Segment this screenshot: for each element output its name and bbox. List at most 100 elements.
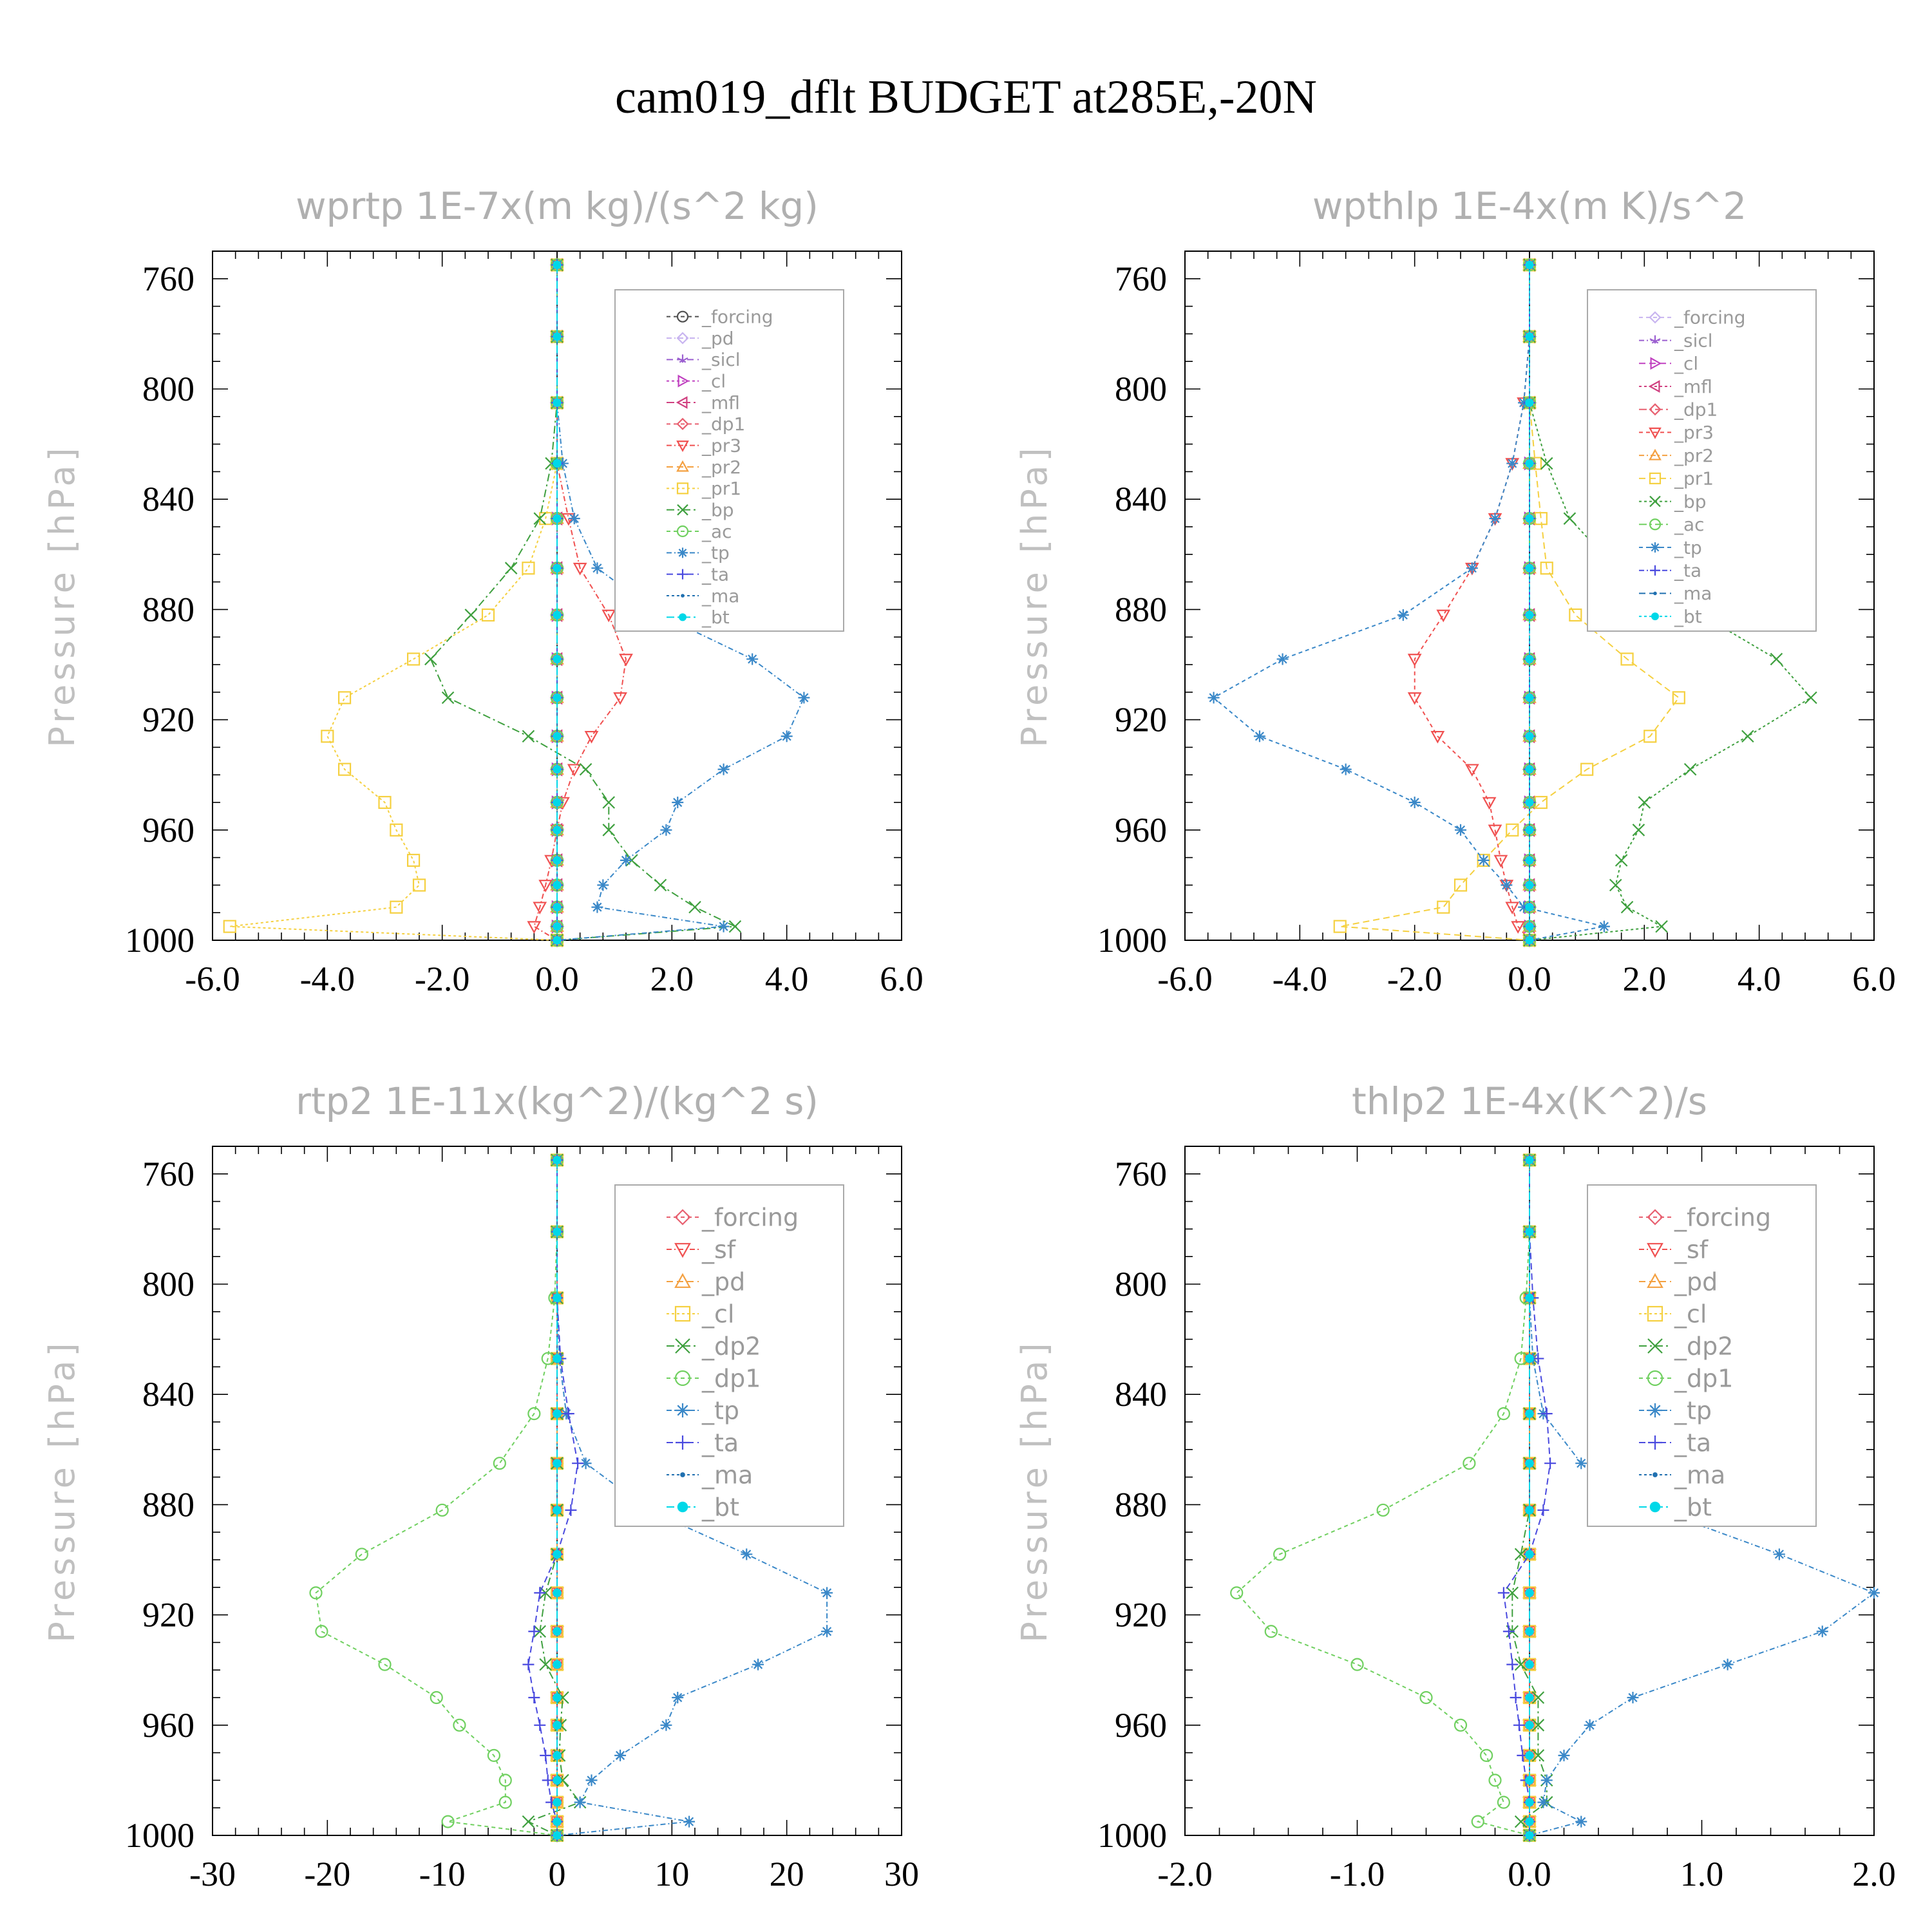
data-point [553,798,562,807]
data-point [553,1459,562,1468]
data-point [1408,797,1421,808]
data-point [522,562,535,575]
data-point [1514,1815,1528,1828]
data-point [553,514,562,523]
data-point [602,796,616,809]
data-point [1532,1352,1544,1365]
y-tick-label: 880 [142,1485,194,1524]
series-bt [553,1155,562,1840]
legend-label: _ma [701,1461,753,1489]
legend-label: _bp [701,499,734,520]
series-dp2 [522,1153,587,1842]
data-point [553,459,562,468]
legend-marker [677,569,688,580]
data-point [660,1719,672,1731]
data-point [580,1457,592,1470]
legend-label: _forcing [701,1203,799,1231]
data-point [553,332,562,341]
x-tick-label: -2.0 [1387,960,1442,998]
data-point [1770,652,1783,666]
data-point [553,693,562,703]
data-point [1525,1506,1534,1515]
legend-label: _dp1 [701,413,745,435]
data-point [1563,512,1577,525]
x-tick-label: -1.0 [1330,1855,1385,1893]
legend-marker [1649,518,1662,531]
data-point [1489,513,1501,525]
data-point [1510,1692,1522,1703]
data-point [1493,855,1508,868]
data-point [522,1815,535,1828]
data-point [553,1354,562,1363]
data-point [1525,654,1534,664]
legend-marker [676,1435,690,1450]
data-point [1480,1748,1493,1762]
data-point [441,691,455,705]
legend-marker [1649,403,1662,416]
data-point [1525,902,1534,912]
data-point [660,824,672,836]
legend-marker [1649,335,1661,344]
data-point [1525,1660,1534,1669]
data-point [1868,1587,1880,1599]
legend-label: _cl [701,370,726,392]
legend-marker [1649,472,1662,484]
data-point [1620,900,1634,914]
legend-label: _cl [1674,353,1698,374]
legend-label: _dp1 [701,1364,761,1392]
data-point [1537,1796,1549,1808]
data-point [1627,1692,1639,1703]
data-point [1501,879,1513,891]
series-pr1 [223,258,564,947]
data-point [1525,693,1534,703]
legend-label: _tp [701,542,730,564]
legend-label: _forcing [1674,1203,1771,1231]
data-point [1672,691,1685,705]
data-point [1721,1658,1734,1671]
data-point [553,1751,562,1760]
legend: _forcing _sf _pd _cl _dp2 _dp1 _tp _ta _ma _bt [1587,1184,1817,1527]
data-point [1514,1548,1528,1561]
legend-marker [676,310,689,323]
legend-label: _dp2 [1674,1332,1733,1360]
data-point [1575,1457,1587,1470]
data-point [574,1796,586,1808]
data-point [1502,1625,1515,1638]
legend-label: _tp [1674,1396,1712,1425]
x-tick-label: 0.0 [1508,1855,1551,1893]
data-point [528,1692,540,1703]
data-point [498,1795,512,1809]
data-point [565,1504,577,1516]
data-point [1525,1831,1534,1840]
data-point [1525,1751,1534,1760]
x-tick-label: 0.0 [535,960,579,998]
legend-marker [1649,311,1662,324]
series-dp1 [1230,1153,1537,1842]
data-point [1525,1293,1534,1303]
data-point [1525,1588,1534,1598]
legend-marker [677,547,688,558]
data-point [567,764,582,777]
x-tick-label: 0.0 [1508,960,1551,998]
series-line [556,1160,828,1836]
data-point [1525,514,1534,523]
legend-label: _ma [1674,1461,1725,1489]
data-point [1525,922,1534,931]
data-point [435,1503,449,1517]
data-point [1471,1815,1484,1828]
y-tick-label: 920 [1115,701,1167,739]
data-point [540,1749,552,1761]
y-tick-label: 960 [142,1706,194,1745]
data-point [1230,1586,1244,1600]
data-point [591,901,603,913]
data-point [717,920,730,933]
data-point [1580,762,1594,776]
legend-label: _bt [701,1493,739,1521]
y-tick-label: 960 [142,811,194,849]
legend-label: _dp1 [1674,1364,1733,1392]
data-point [1466,562,1478,574]
y-tick-label: 920 [142,1596,194,1634]
data-point [553,1660,562,1669]
data-point [424,652,437,666]
legend-label: _pr2 [701,457,741,478]
